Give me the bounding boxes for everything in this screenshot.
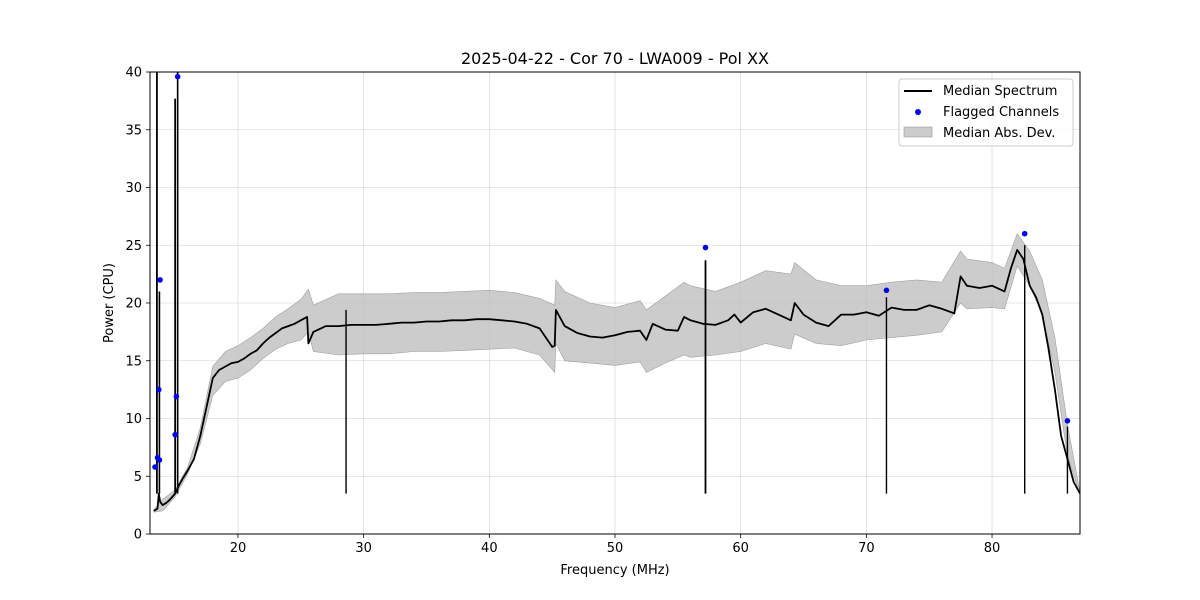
y-tick-label: 40 bbox=[125, 66, 142, 81]
x-axis-title: Frequency (MHz) bbox=[560, 563, 669, 578]
y-tick-label: 20 bbox=[125, 297, 142, 312]
x-tick-label: 30 bbox=[355, 541, 372, 556]
x-tick-label: 80 bbox=[984, 541, 1001, 556]
y-tick-label: 0 bbox=[134, 528, 142, 543]
x-tick-label: 40 bbox=[481, 541, 498, 556]
legend-frame bbox=[898, 78, 1074, 147]
flagged-channel-point bbox=[174, 73, 181, 80]
y-tick-label: 10 bbox=[125, 412, 142, 427]
legend: Median Spectrum Flagged Channels Median … bbox=[898, 78, 1074, 147]
plot-layer bbox=[152, 72, 1080, 513]
x-tick-label: 60 bbox=[732, 541, 749, 556]
legend-swatch-flagged bbox=[915, 109, 921, 115]
flagged-channel-point bbox=[155, 386, 162, 393]
x-tick-label: 20 bbox=[230, 541, 247, 556]
y-tick-label: 30 bbox=[125, 181, 142, 196]
ticks-layer: 20 30 40 50 60 70 80 0 5 10 15 20 25 30 35 40 bbox=[125, 66, 1000, 557]
flagged-channel-point bbox=[172, 431, 178, 438]
y-tick-label: 25 bbox=[125, 239, 142, 254]
flagged-channel-point bbox=[173, 393, 180, 400]
flagged-channel-point bbox=[702, 244, 709, 251]
flagged-channel-point bbox=[1064, 418, 1071, 424]
flagged-channel-point bbox=[157, 277, 163, 283]
legend-label-median: Median Spectrum bbox=[943, 84, 1057, 99]
mad-band bbox=[153, 233, 1080, 513]
y-tick-label: 35 bbox=[125, 123, 142, 138]
legend-swatch-mad bbox=[903, 126, 933, 138]
median-spectrum-line bbox=[153, 248, 1080, 512]
flagged-channel-point bbox=[156, 457, 163, 463]
flagged-channel-point bbox=[883, 287, 890, 294]
x-tick-label: 50 bbox=[607, 541, 624, 556]
y-axis-title: Power (CPU) bbox=[102, 263, 117, 343]
y-tick-label: 15 bbox=[125, 354, 142, 369]
chart-title: 2025-04-22 - Cor 70 - LWA009 - Pol XX bbox=[461, 49, 769, 68]
legend-label-flagged: Flagged Channels bbox=[943, 105, 1059, 120]
flagged-channel-point bbox=[1021, 230, 1028, 237]
y-tick-label: 5 bbox=[134, 470, 142, 485]
legend-label-mad: Median Abs. Dev. bbox=[943, 126, 1055, 141]
flagged-channel-point bbox=[152, 464, 158, 470]
x-tick-label: 70 bbox=[858, 541, 875, 556]
